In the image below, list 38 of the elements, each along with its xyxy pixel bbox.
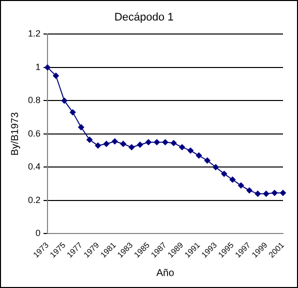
y-tick-label: 0.4	[28, 162, 41, 172]
point	[78, 124, 84, 130]
point	[179, 144, 186, 150]
point	[246, 187, 252, 194]
point	[254, 190, 261, 197]
point	[187, 148, 194, 154]
point	[103, 140, 110, 147]
point	[86, 136, 93, 143]
point	[145, 139, 152, 146]
y-tick-label: 0	[35, 228, 41, 238]
point	[112, 138, 118, 144]
point	[52, 72, 59, 79]
point	[272, 190, 278, 196]
point	[230, 176, 236, 183]
point	[204, 158, 210, 164]
point	[137, 142, 144, 148]
point	[162, 139, 168, 146]
point	[238, 182, 244, 188]
point	[280, 190, 286, 196]
point	[263, 190, 270, 197]
point	[120, 140, 126, 147]
point	[128, 144, 135, 150]
point	[196, 152, 202, 159]
y-tick-label: 0.6	[28, 128, 41, 138]
point	[61, 98, 68, 104]
point	[70, 109, 76, 116]
point	[212, 164, 219, 170]
y-tick-label: 0.2	[28, 194, 41, 205]
y-tick-label: 0.8	[28, 95, 41, 106]
point	[94, 142, 101, 149]
point	[221, 170, 228, 177]
y-tick-label: 1.2	[28, 28, 41, 39]
x-axis-title: Año	[156, 268, 175, 279]
y-axis-title: By/B1973	[10, 112, 21, 156]
chart-title: Decápodo 1	[114, 12, 174, 24]
point	[154, 139, 160, 146]
y-tick-label: 1	[35, 62, 41, 72]
point	[170, 140, 177, 146]
